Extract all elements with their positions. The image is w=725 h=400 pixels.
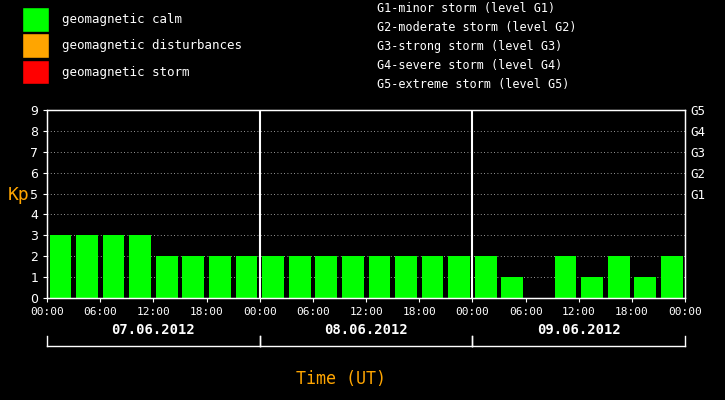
Bar xyxy=(475,256,497,298)
Bar xyxy=(183,256,204,298)
Bar xyxy=(103,235,125,298)
Text: 07.06.2012: 07.06.2012 xyxy=(112,323,195,337)
Bar xyxy=(209,256,231,298)
Text: G2-moderate storm (level G2): G2-moderate storm (level G2) xyxy=(377,21,576,34)
Bar xyxy=(395,256,417,298)
Bar xyxy=(634,277,656,298)
Text: geomagnetic disturbances: geomagnetic disturbances xyxy=(62,39,241,52)
Bar xyxy=(608,256,629,298)
Bar xyxy=(368,256,390,298)
Text: G3-strong storm (level G3): G3-strong storm (level G3) xyxy=(377,40,563,53)
Text: G1-minor storm (level G1): G1-minor storm (level G1) xyxy=(377,2,555,15)
Text: Time (UT): Time (UT) xyxy=(296,370,386,388)
Bar xyxy=(49,235,71,298)
Text: 09.06.2012: 09.06.2012 xyxy=(537,323,621,337)
Bar xyxy=(236,256,257,298)
Text: G5-extreme storm (level G5): G5-extreme storm (level G5) xyxy=(377,78,569,91)
Bar xyxy=(502,277,523,298)
Bar xyxy=(262,256,284,298)
Bar xyxy=(342,256,364,298)
Bar xyxy=(129,235,151,298)
Bar xyxy=(555,256,576,298)
Bar xyxy=(661,256,683,298)
Text: geomagnetic storm: geomagnetic storm xyxy=(62,66,189,79)
Bar xyxy=(581,277,603,298)
FancyBboxPatch shape xyxy=(22,7,49,32)
Text: 08.06.2012: 08.06.2012 xyxy=(324,323,408,337)
Bar xyxy=(315,256,337,298)
Bar xyxy=(448,256,470,298)
FancyBboxPatch shape xyxy=(22,60,49,84)
Text: G4-severe storm (level G4): G4-severe storm (level G4) xyxy=(377,59,563,72)
FancyBboxPatch shape xyxy=(22,34,49,58)
Bar xyxy=(76,235,98,298)
Bar xyxy=(289,256,310,298)
Y-axis label: Kp: Kp xyxy=(8,186,30,204)
Bar xyxy=(156,256,178,298)
Bar xyxy=(422,256,444,298)
Text: geomagnetic calm: geomagnetic calm xyxy=(62,13,182,26)
